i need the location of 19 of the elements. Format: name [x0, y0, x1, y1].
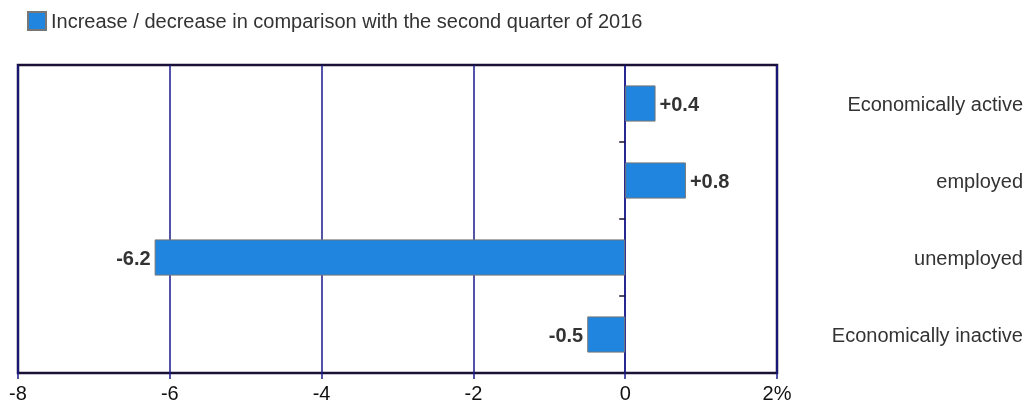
x-tick-label: -2	[464, 382, 483, 404]
x-tick-label: -8	[9, 382, 27, 404]
data-label: +0.4	[659, 92, 700, 115]
x-tick-label: -4	[312, 382, 331, 404]
x-tick-label: 0	[619, 382, 631, 404]
y-tick-label: employed	[936, 169, 1023, 192]
x-tick-label: 2%	[762, 382, 792, 404]
legend-label: Increase / decrease in comparison with the second quarter of 2016	[51, 10, 643, 32]
bar	[625, 85, 656, 122]
data-label: -0.5	[548, 323, 584, 346]
data-label: -6.2	[116, 246, 151, 269]
y-tick-label: Economically active	[847, 92, 1023, 115]
x-tick-label: -6	[160, 382, 179, 404]
data-label: +0.8	[689, 169, 730, 192]
y-tick-label: unemployed	[914, 246, 1023, 269]
bar	[587, 316, 626, 353]
y-tick-label: Economically inactive	[831, 323, 1023, 346]
bar	[154, 239, 626, 276]
bar	[625, 162, 686, 199]
